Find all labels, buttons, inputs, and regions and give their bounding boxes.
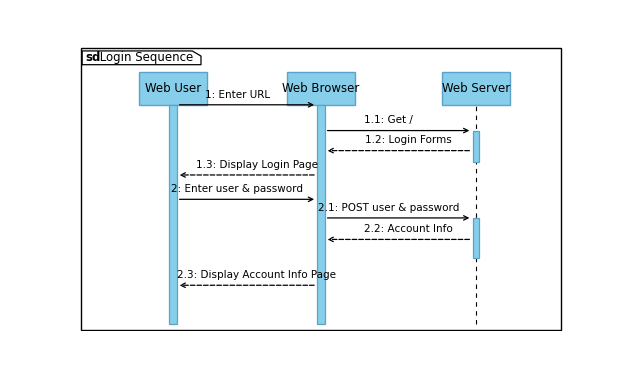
- Text: 1.1: Get /: 1.1: Get /: [364, 115, 413, 125]
- Bar: [139, 72, 207, 105]
- Text: 2.1: POST user & password: 2.1: POST user & password: [318, 203, 459, 213]
- Bar: [473, 218, 479, 258]
- Text: 1.2: Login Forms: 1.2: Login Forms: [365, 135, 451, 145]
- Bar: [169, 105, 177, 324]
- Text: sd: sd: [86, 51, 101, 64]
- Text: Login Sequence: Login Sequence: [96, 51, 193, 64]
- Text: 1: Enter URL: 1: Enter URL: [205, 90, 270, 100]
- Text: Web User: Web User: [145, 82, 201, 95]
- Text: Web Server: Web Server: [442, 82, 510, 95]
- Bar: [317, 105, 325, 324]
- Text: 1.3: Display Login Page: 1.3: Display Login Page: [195, 160, 317, 170]
- Text: Web Browser: Web Browser: [282, 82, 359, 95]
- Bar: [287, 72, 355, 105]
- Text: 2.2: Account Info: 2.2: Account Info: [364, 224, 453, 234]
- Bar: [473, 131, 479, 162]
- Text: 2: Enter user & password: 2: Enter user & password: [171, 184, 303, 194]
- Text: 2.3: Display Account Info Page: 2.3: Display Account Info Page: [177, 270, 336, 280]
- Bar: [442, 72, 510, 105]
